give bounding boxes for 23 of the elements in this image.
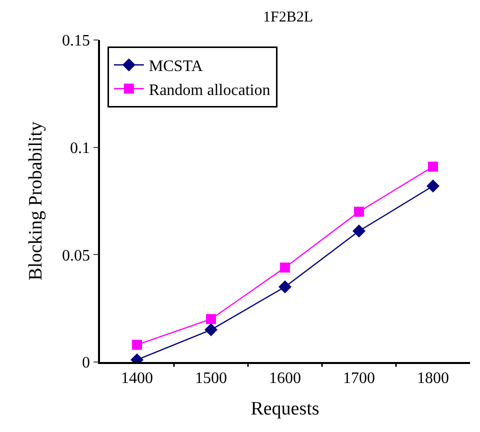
x-tick-label: 1500 — [195, 370, 227, 387]
point — [428, 162, 438, 172]
y-tick-label: 0.1 — [70, 140, 90, 157]
x-tick-label: 1700 — [343, 370, 375, 387]
y-tick-label: 0.15 — [62, 32, 90, 50]
point — [280, 262, 290, 273]
point — [278, 280, 292, 294]
x-tick-label: 1600 — [269, 370, 301, 387]
point — [204, 323, 218, 336]
point — [354, 206, 364, 217]
legend-label: Random allocation — [148, 82, 270, 99]
y-tick-label: 0 — [82, 354, 90, 372]
point — [132, 340, 142, 350]
x-tick-label: 1400 — [121, 370, 153, 387]
chart-title: 1F2B2L — [262, 9, 314, 26]
x-tick-label: 1800 — [417, 370, 449, 387]
point — [206, 314, 216, 324]
point — [352, 224, 366, 238]
x-axis-title: Requests — [250, 398, 320, 420]
point — [426, 179, 440, 192]
y-tick-label: 0.05 — [62, 247, 90, 264]
legend-label: MCSTA — [148, 58, 204, 76]
y-axis-title: Blocking Probability — [25, 121, 46, 280]
